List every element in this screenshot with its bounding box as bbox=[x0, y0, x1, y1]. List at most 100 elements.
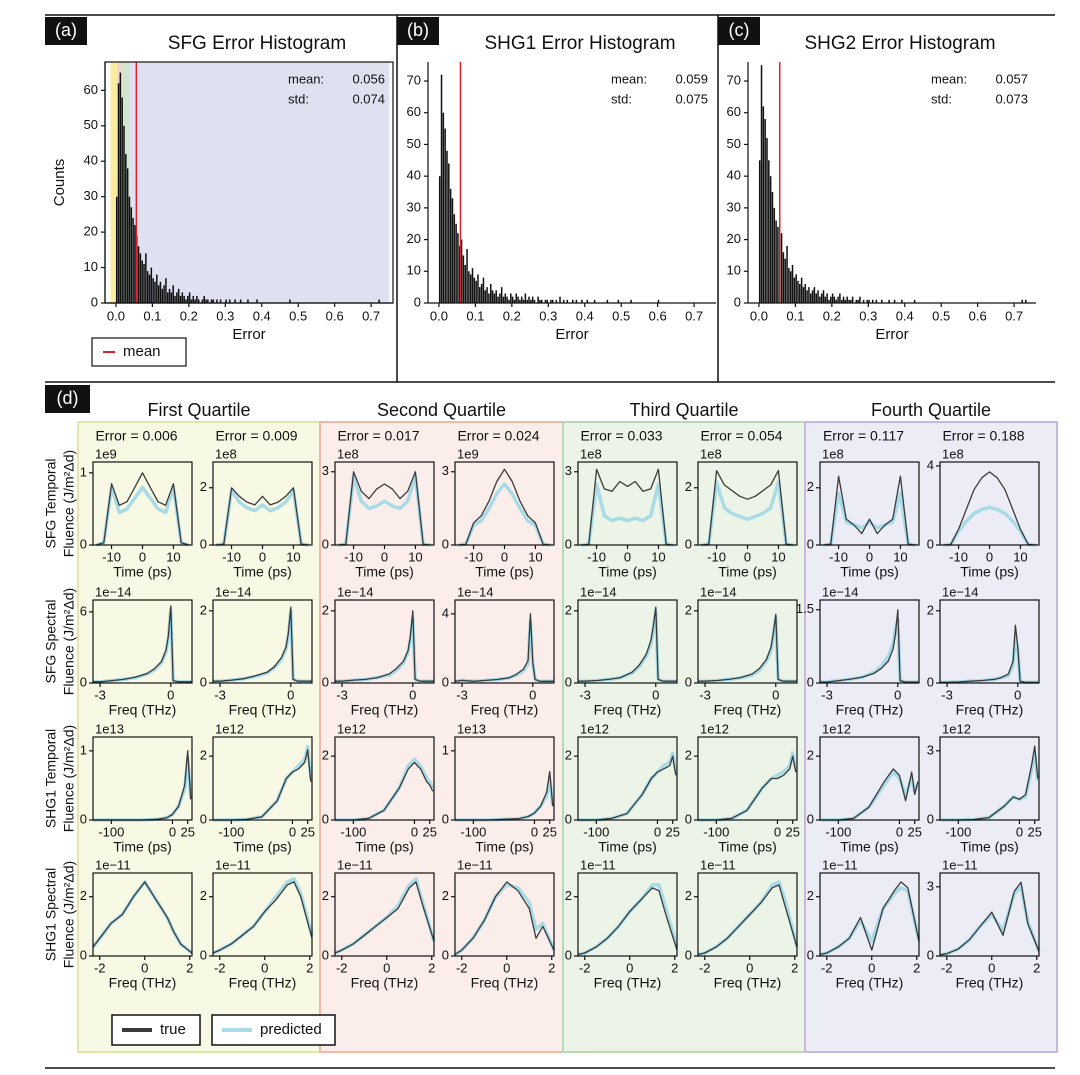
y-tick-label: 20 bbox=[727, 231, 741, 246]
y-tick-label: 2 bbox=[807, 479, 814, 494]
bar bbox=[137, 246, 140, 303]
bar bbox=[212, 299, 215, 303]
quartile-title: First Quartile bbox=[147, 400, 250, 420]
bar bbox=[117, 83, 120, 303]
true-line bbox=[92, 881, 193, 954]
plot-frame bbox=[819, 872, 920, 957]
stat-label: mean: bbox=[288, 71, 324, 86]
bar bbox=[247, 299, 249, 303]
x-tick-label: 0.2 bbox=[180, 308, 198, 323]
bar bbox=[468, 271, 470, 303]
exponent-label: 1e8 bbox=[337, 446, 359, 461]
exponent-label: 1e9 bbox=[457, 446, 479, 461]
y-tick-label: 60 bbox=[84, 82, 98, 97]
x-tick-label: -2 bbox=[579, 960, 591, 975]
x-axis-label: Freq (THz) bbox=[229, 702, 297, 718]
x-axis-label: Time (ps) bbox=[960, 564, 1019, 580]
bar bbox=[482, 277, 485, 303]
x-tick-label: 0 bbox=[1016, 824, 1023, 839]
x-axis-label: Freq (THz) bbox=[594, 975, 662, 991]
x-tick-label: 10 bbox=[651, 549, 665, 564]
panel-label: (d) bbox=[57, 388, 79, 408]
bar bbox=[486, 287, 488, 303]
y-tick-label: 0 bbox=[927, 536, 934, 551]
bar bbox=[515, 293, 518, 303]
bar bbox=[183, 295, 185, 303]
true-line bbox=[577, 887, 678, 956]
x-axis-label: Time (ps) bbox=[840, 564, 899, 580]
x-tick-label: 0 bbox=[383, 960, 390, 975]
x-tick-label: -10 bbox=[102, 549, 121, 564]
y-tick-label: 4 bbox=[927, 457, 934, 472]
y-tick-label: 2 bbox=[685, 748, 692, 763]
y-tick-label: 70 bbox=[727, 72, 741, 87]
y-tick-label: 6 bbox=[80, 603, 87, 618]
x-tick-label: 25 bbox=[180, 824, 194, 839]
x-tick-label: 2 bbox=[306, 960, 313, 975]
row-label: SHG1 Spectral bbox=[43, 868, 59, 961]
x-tick-label: -100 bbox=[703, 824, 729, 839]
bar bbox=[192, 295, 195, 303]
true-line bbox=[216, 487, 309, 546]
y-tick-label: 1 bbox=[442, 742, 449, 757]
y-tick-label: 0 bbox=[565, 674, 572, 689]
bar bbox=[802, 287, 805, 303]
bar bbox=[913, 299, 916, 303]
bar bbox=[1021, 299, 1023, 303]
stat-label: std: bbox=[288, 91, 309, 106]
x-tick-label: 2 bbox=[186, 960, 193, 975]
y-tick-label: 30 bbox=[407, 199, 421, 214]
panel-label-box bbox=[718, 17, 760, 45]
y-tick-label: 3 bbox=[927, 742, 934, 757]
bar bbox=[471, 268, 474, 303]
x-tick-label: 0.3 bbox=[859, 308, 877, 323]
x-tick-label: 0 bbox=[896, 824, 903, 839]
y-tick-label: 0 bbox=[685, 536, 692, 551]
bar bbox=[448, 163, 450, 303]
true-line bbox=[93, 605, 192, 683]
x-tick-label: 0.0 bbox=[107, 308, 125, 323]
bar bbox=[808, 287, 810, 303]
true-line bbox=[823, 475, 916, 546]
bar bbox=[617, 299, 620, 303]
bar bbox=[815, 293, 817, 303]
exponent-label: 1e8 bbox=[580, 446, 602, 461]
x-tick-label: 25 bbox=[907, 824, 921, 839]
x-tick-label: 0 bbox=[287, 687, 294, 702]
x-tick-label: 0 bbox=[289, 824, 296, 839]
x-axis-label: Time (ps) bbox=[598, 564, 657, 580]
y-tick-label: 2 bbox=[565, 602, 572, 617]
x-tick-label: 0 bbox=[409, 687, 416, 702]
bar bbox=[502, 296, 505, 303]
bar bbox=[775, 220, 777, 303]
x-tick-label: 0.3 bbox=[216, 308, 234, 323]
predicted-line bbox=[700, 480, 795, 547]
exponent-label: 1e8 bbox=[215, 446, 237, 461]
x-tick-label: 25 bbox=[300, 824, 314, 839]
x-tick-label: -100 bbox=[340, 824, 366, 839]
exponent-label: 1e−14 bbox=[215, 584, 252, 599]
bar bbox=[809, 293, 812, 303]
error-label: Error = 0.009 bbox=[215, 428, 297, 444]
bar bbox=[130, 207, 133, 303]
x-tick-label: 0.5 bbox=[612, 308, 630, 323]
y-axis-label: Counts bbox=[51, 159, 68, 207]
panel-label: (a) bbox=[55, 20, 77, 40]
true-line bbox=[334, 881, 435, 954]
true-line bbox=[213, 606, 312, 682]
exponent-label: 1e12 bbox=[215, 721, 244, 736]
exponent-label: 1e−14 bbox=[95, 584, 132, 599]
bar bbox=[551, 299, 554, 303]
x-tick-label: -2 bbox=[214, 960, 226, 975]
y-tick-label: 0 bbox=[200, 536, 207, 551]
x-axis-label: Time (ps) bbox=[718, 839, 777, 855]
plot-frame bbox=[939, 872, 1040, 957]
plot-frame bbox=[577, 736, 678, 821]
bar bbox=[819, 296, 821, 303]
bar bbox=[868, 299, 870, 303]
bar bbox=[451, 198, 454, 303]
y-tick-label: 0 bbox=[80, 536, 87, 551]
x-tick-label: 0.0 bbox=[430, 308, 448, 323]
bar bbox=[793, 277, 796, 303]
y-tick-label: 0 bbox=[322, 947, 329, 962]
